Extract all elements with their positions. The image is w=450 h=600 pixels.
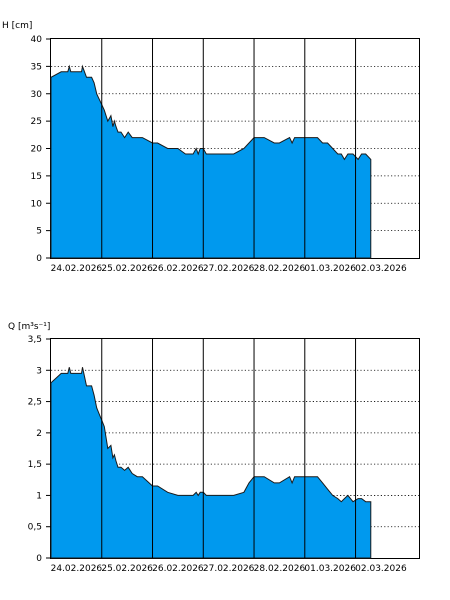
x-tick-label: 27.02.2026: [203, 264, 255, 274]
y-tick-label: 2,5: [28, 398, 42, 408]
x-tick-label: 27.02.2026: [203, 564, 255, 574]
y-tick-label: 15: [31, 172, 42, 182]
x-tick-label: 28.02.2026: [254, 564, 306, 574]
y-tick-label: 3: [36, 366, 42, 376]
y-tick-label: 1: [36, 491, 42, 501]
y-tick-label: 3,5: [28, 335, 42, 345]
y-axis-label: Q [m³s⁻¹]: [8, 322, 50, 332]
y-tick-label: 10: [31, 199, 43, 209]
x-tick-label: 02.03.2026: [355, 264, 407, 274]
discharge-area: [50, 367, 372, 559]
x-tick-label: 24.02.2026: [51, 564, 103, 574]
x-tick-label: 02.03.2026: [355, 564, 407, 574]
series-area: [50, 367, 372, 559]
y-tick-label: 35: [31, 62, 42, 72]
y-tick-label: 20: [31, 145, 43, 155]
y-tick-label: 0: [36, 554, 42, 564]
y-tick-label: 40: [31, 35, 43, 45]
x-tick-label: 28.02.2026: [254, 264, 306, 274]
y-tick-label: 2: [36, 429, 42, 439]
vertical-gridlines: [101, 339, 357, 558]
x-tick-labels: 24.02.2026 25.02.2026 26.02.2026 27.02.2026…: [51, 564, 407, 574]
x-tick-label: 26.02.2026: [152, 564, 204, 574]
water-level-chart: H [cm] 0 5 10 15 20 25 30 35 40 24.02.2026 25.02.…: [2, 21, 420, 274]
y-tick-label: 0,5: [28, 523, 42, 533]
x-tick-labels: 24.02.2026 25.02.2026 26.02.2026 27.02.2026…: [51, 264, 407, 274]
y-tick-label: 25: [31, 117, 42, 127]
x-tick-label: 01.03.2026: [304, 264, 356, 274]
y-tick-label: 0: [36, 254, 42, 264]
y-tick-label: 1,5: [28, 460, 42, 470]
y-tick-label: 30: [31, 90, 43, 100]
vertical-gridlines: [101, 39, 357, 258]
discharge-chart: Q [m³s⁻¹] 0 0,5 1 1,5 2 2,5 3 3,5 24.02.2026 25.…: [8, 322, 420, 574]
x-tick-label: 24.02.2026: [51, 264, 103, 274]
water-level-area: [50, 64, 372, 259]
x-tick-label: 25.02.2026: [101, 264, 153, 274]
y-tick-label: 5: [36, 227, 42, 237]
x-tick-label: 25.02.2026: [101, 564, 153, 574]
y-axis-label: H [cm]: [2, 21, 32, 31]
x-tick-label: 26.02.2026: [152, 264, 204, 274]
series-area: [50, 64, 372, 259]
y-tick-labels: 0 5 10 15 20 25 30 35 40: [31, 35, 51, 264]
y-tick-labels: 0 0,5 1 1,5 2 2,5 3 3,5: [28, 335, 51, 564]
x-tick-label: 01.03.2026: [304, 564, 356, 574]
